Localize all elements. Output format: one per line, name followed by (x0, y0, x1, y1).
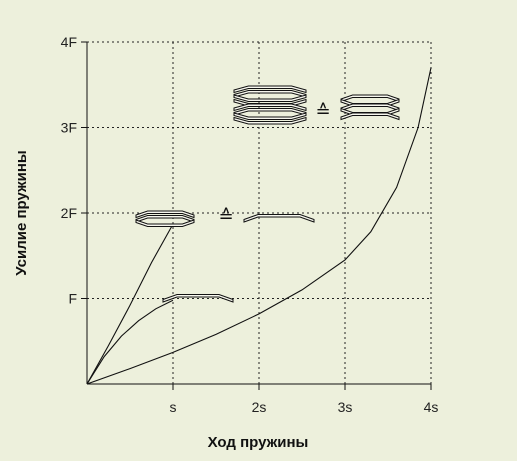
series-line-2 (86, 299, 174, 385)
series-line-1 (86, 223, 174, 385)
x-tick-label: 4s (424, 399, 439, 415)
spring-disc-parallel-stack (233, 85, 307, 94)
spring-disc-parallel (135, 219, 195, 227)
equivalence-symbol-2: ≙ (315, 101, 330, 122)
spring-disc-parallel (135, 210, 195, 219)
spring-disc-parallel-stack (233, 103, 307, 112)
spring-disc-series-stack (340, 112, 400, 121)
x-tick-label: s (170, 399, 177, 415)
y-tick-label: 4F (61, 34, 77, 50)
x-tick-label: 3s (338, 399, 353, 415)
spring-disc-parallel-stack (233, 112, 307, 120)
x-axis-label: Ход пружины (208, 434, 309, 451)
grid (87, 41, 432, 384)
x-tick-label: 2s (252, 399, 267, 415)
spring-disc-single (162, 294, 234, 303)
tick-labels: s 2s 3s 4s F 2F 3F 4F (61, 34, 439, 415)
series-line-3 (86, 67, 432, 385)
spring-disc-single-2f (243, 214, 315, 223)
equivalence-symbol-1: ≙ (218, 206, 233, 227)
spring-disc-parallel-stack (233, 94, 307, 102)
y-tick-label: F (68, 291, 77, 307)
series-group (86, 67, 432, 385)
spring-illustrations (135, 85, 400, 303)
spring-disc-parallel-stack (233, 116, 307, 125)
y-axis-label: Усилие пружины (13, 150, 30, 276)
y-tick-label: 3F (61, 120, 77, 136)
y-tick-label: 2F (61, 205, 77, 221)
